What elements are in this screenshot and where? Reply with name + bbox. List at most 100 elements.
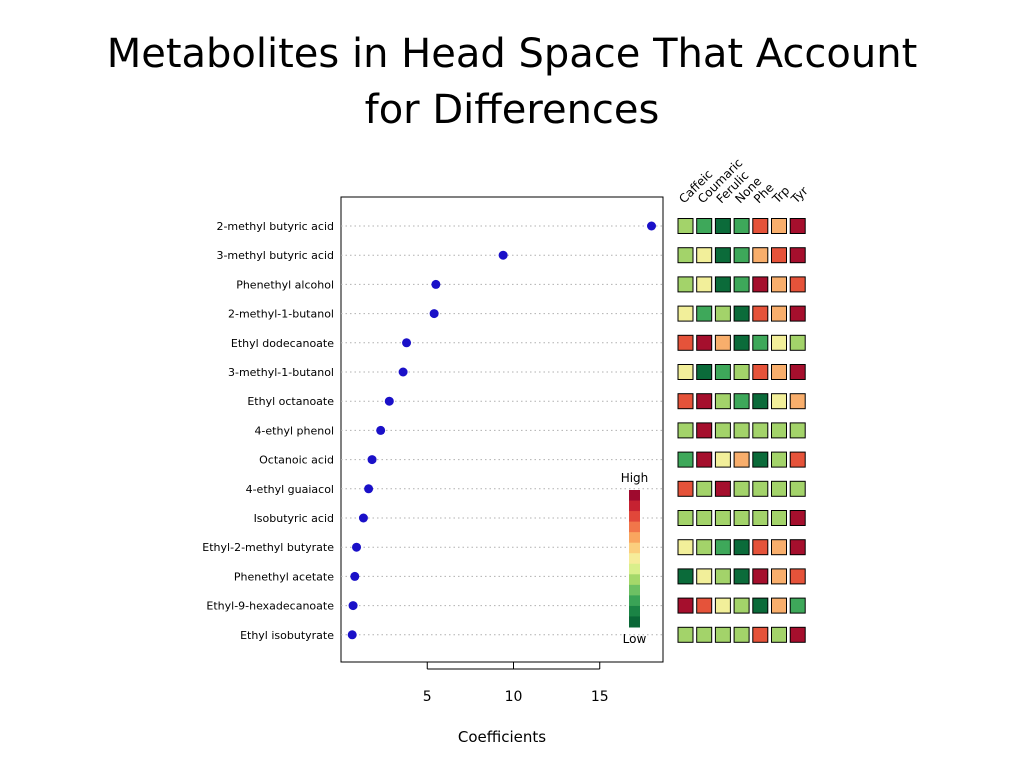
- heatmap-cell: [714, 451, 731, 468]
- heatmap-cell: [771, 276, 787, 293]
- heatmap-cell: [696, 218, 713, 234]
- legend-gradient-segment: [629, 500, 640, 512]
- heatmap-cell: [771, 510, 787, 526]
- heatmap-cell: [677, 480, 694, 497]
- heatmap-cell: [696, 510, 713, 526]
- heatmap-cell: [696, 305, 713, 322]
- category-label: Ethyl octanoate: [247, 395, 334, 408]
- data-point: [376, 425, 386, 435]
- data-point: [647, 221, 656, 231]
- heatmap-cell: [789, 539, 806, 556]
- legend-gradient-segment: [629, 490, 640, 502]
- heatmap-cell: [677, 305, 694, 322]
- heatmap-cell: [714, 626, 731, 643]
- heatmap-cell: [714, 568, 731, 585]
- heatmap-cell: [733, 393, 750, 410]
- heatmap-cell: [677, 626, 694, 643]
- heatmap-cell: [771, 480, 787, 497]
- heatmap-cell: [696, 422, 713, 439]
- heatmap-cell: [771, 626, 787, 643]
- heatmap-cell: [733, 305, 750, 322]
- heatmap-cell: [733, 510, 750, 526]
- heatmap-cell: [752, 451, 769, 468]
- heatmap-cell: [752, 568, 769, 585]
- heatmap-cell: [677, 393, 694, 410]
- heatmap-cell: [696, 626, 713, 643]
- heatmap-cell: [752, 597, 769, 614]
- heatmap-cell: [733, 568, 750, 585]
- category-label: 2-methyl butyric acid: [216, 220, 334, 233]
- heatmap-cell: [789, 334, 806, 351]
- heatmap-cell: [696, 364, 713, 380]
- x-tick-label: 5: [423, 689, 432, 705]
- x-tick-label: 10: [505, 689, 523, 705]
- heatmap-cell: [789, 480, 806, 497]
- legend-gradient-segment: [629, 605, 640, 617]
- category-label: 2-methyl-1-butanol: [228, 308, 334, 321]
- heatmap-cell: [789, 510, 806, 526]
- heatmap-cell: [714, 276, 731, 293]
- heatmap-cell: [752, 422, 769, 439]
- slide-title-line-1: Metabolites in Head Space That Account: [106, 31, 918, 77]
- heatmap-cell: [752, 305, 769, 322]
- heatmap-cell: [714, 597, 731, 614]
- heatmap-cell: [771, 305, 787, 322]
- heatmap-cell: [752, 626, 769, 643]
- data-point: [431, 279, 441, 289]
- legend-gradient-segment: [629, 574, 640, 586]
- heatmap-cell: [677, 218, 694, 234]
- heatmap-cell: [677, 597, 694, 614]
- heatmap-cell: [752, 276, 769, 293]
- category-label: 3-methyl-1-butanol: [228, 366, 334, 379]
- slide-title-line-2: for Differences: [364, 87, 660, 133]
- legend-gradient-segment: [629, 616, 640, 628]
- heatmap-cell: [696, 451, 713, 468]
- heatmap-cell: [789, 422, 806, 439]
- heatmap-column-label: Tyr: [788, 184, 811, 207]
- heatmap-cell: [696, 539, 713, 556]
- heatmap-cell: [789, 597, 806, 614]
- data-point: [364, 484, 374, 494]
- heatmap-cell: [677, 451, 694, 468]
- data-point: [347, 630, 357, 640]
- plot-frame: [340, 196, 664, 663]
- heatmap-cell: [733, 247, 750, 264]
- heatmap-cell: [771, 393, 787, 410]
- data-point: [358, 513, 368, 523]
- heatmap-cell: [733, 451, 750, 468]
- heatmap-cell: [771, 218, 787, 234]
- heatmap-cell: [789, 364, 806, 380]
- heatmap-cell: [733, 364, 750, 380]
- heatmap-cell: [714, 218, 731, 234]
- x-tick-label: 15: [591, 689, 609, 705]
- heatmap-cell: [752, 364, 769, 380]
- heatmap-cell: [677, 510, 694, 526]
- heatmap-cell: [752, 539, 769, 556]
- heatmap-cell: [714, 393, 731, 410]
- heatmap-cell: [714, 247, 731, 264]
- slide-title: Metabolites in Head Space That Account f…: [0, 26, 1024, 138]
- heatmap-cell: [677, 364, 694, 380]
- heatmap-cell: [677, 568, 694, 585]
- heatmap-cell: [789, 451, 806, 468]
- heatmap-cell: [733, 334, 750, 351]
- heatmap-cell: [789, 218, 806, 234]
- heatmap-cell: [714, 364, 731, 380]
- legend-gradient-segment: [629, 553, 640, 565]
- heatmap-cell: [771, 334, 787, 351]
- heatmap-cell: [677, 247, 694, 264]
- heatmap-cell: [677, 422, 694, 439]
- heatmap-cell: [677, 539, 694, 556]
- heatmap-cell: [789, 247, 806, 264]
- data-point: [429, 309, 439, 319]
- legend-gradient-segment: [629, 563, 640, 575]
- category-label: Ethyl isobutyrate: [240, 629, 334, 642]
- heatmap-cell: [771, 364, 787, 380]
- heatmap-cell: [752, 334, 769, 351]
- heatmap-cell: [789, 626, 806, 643]
- heatmap-cell: [733, 539, 750, 556]
- heatmap-cell: [696, 247, 713, 264]
- heatmap-cell: [789, 276, 806, 293]
- heatmap-cell: [752, 393, 769, 410]
- category-label: Ethyl-9-hexadecanoate: [206, 600, 334, 613]
